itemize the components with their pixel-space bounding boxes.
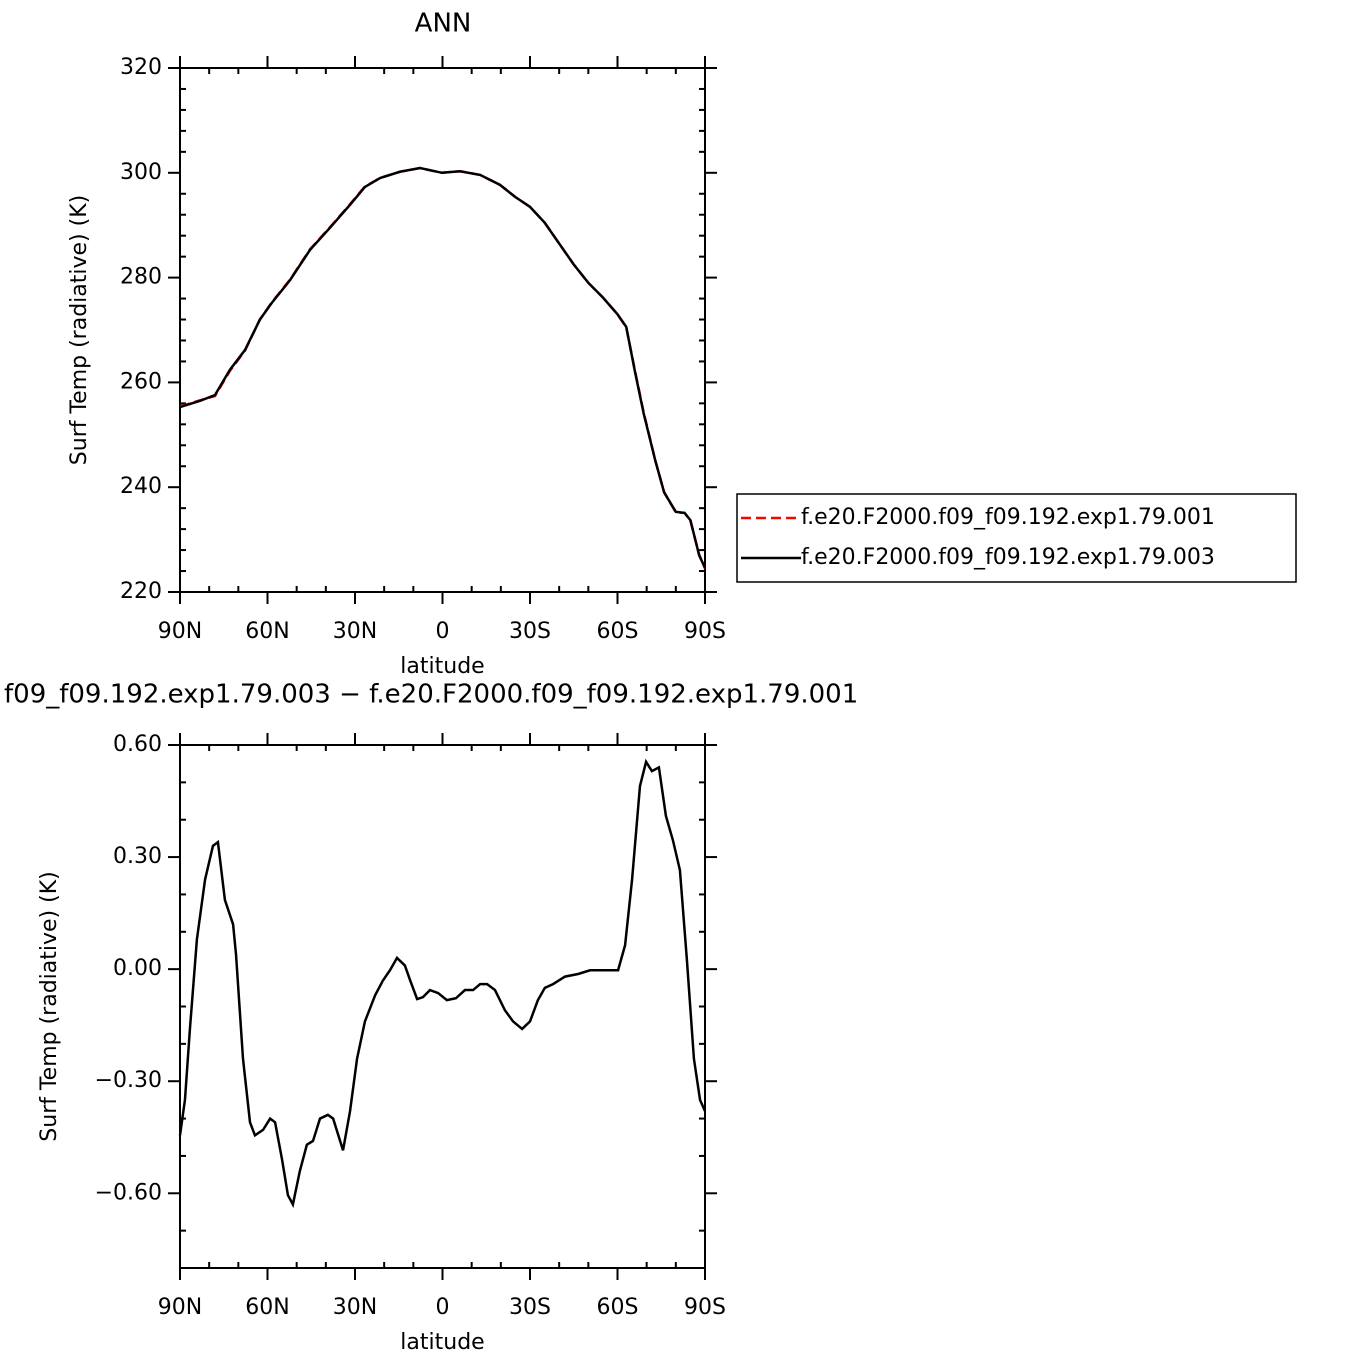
y-tick-label: 0.30 (113, 844, 162, 869)
x-tick-label: 60N (245, 1295, 289, 1320)
y-tick-label: −0.60 (95, 1180, 162, 1205)
x-tick-label: 90S (684, 619, 726, 644)
chart-title: f09_f09.192.exp1.79.003 − f.e20.F2000.f0… (4, 680, 858, 710)
x-tick-label: 90N (158, 1295, 202, 1320)
y-axis-label: Surf Temp (radiative) (K) (37, 871, 62, 1141)
x-tick-label: 60N (245, 619, 289, 644)
data-line (178, 758, 707, 1209)
y-tick-label: 220 (120, 579, 162, 604)
x-tick-label: 30N (333, 619, 377, 644)
y-tick-label: 240 (120, 474, 162, 499)
x-tick-label: 90N (158, 619, 202, 644)
y-tick-label: −0.30 (95, 1068, 162, 1093)
chart-title: ANN (415, 9, 472, 39)
y-axis-label: Surf Temp (radiative) (K) (67, 195, 92, 465)
legend-label: f.e20.F2000.f09_f09.192.exp1.79.001 (801, 505, 1215, 530)
x-axis-label: latitude (400, 654, 484, 679)
y-tick-label: 280 (120, 265, 162, 290)
y-tick-label: 260 (120, 369, 162, 394)
data-line (179, 166, 707, 569)
legend-box (736, 493, 1297, 583)
x-tick-label: 90S (684, 1295, 726, 1320)
y-tick-label: 300 (120, 160, 162, 185)
y-tick-label: 0.60 (113, 732, 162, 757)
x-tick-label: 30S (509, 619, 551, 644)
x-tick-label: 60S (597, 619, 639, 644)
plot-frame (179, 744, 706, 1269)
x-tick-label: 60S (597, 1295, 639, 1320)
y-tick-label: 0.00 (113, 956, 162, 981)
x-tick-label: 30S (509, 1295, 551, 1320)
x-tick-label: 30N (333, 1295, 377, 1320)
x-tick-label: 0 (436, 1295, 450, 1320)
y-tick-label: 320 (120, 55, 162, 80)
x-tick-label: 0 (436, 619, 450, 644)
data-line (179, 166, 707, 569)
legend-label: f.e20.F2000.f09_f09.192.exp1.79.003 (801, 545, 1215, 570)
x-axis-label: latitude (400, 1330, 484, 1355)
